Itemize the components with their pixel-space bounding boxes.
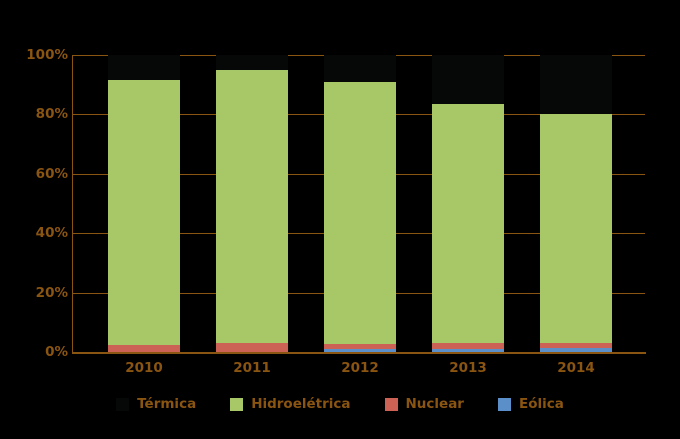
bar-segment [324,55,396,82]
bar-group-2012 [324,55,396,352]
bar-segment [540,348,612,352]
bar-segment [432,104,504,344]
bar-segment [216,343,288,352]
y-tick-label-100: 100% [26,47,68,63]
bar-stack[interactable] [432,55,504,352]
bar-segment [216,55,288,70]
x-axis-line [72,352,646,354]
bar-segment [540,343,612,349]
bar-segment [108,55,180,81]
x-tick-label-2012: 2012 [341,360,379,376]
bar-stack[interactable] [216,55,288,352]
bar-segment [108,80,180,345]
x-tick-label-2011: 2011 [233,360,271,376]
bar-group-2010 [108,55,180,352]
legend-label: Nuclear [405,396,464,412]
bar-stack[interactable] [324,55,396,352]
y-axis-line [72,55,73,353]
x-tick-label-2010: 2010 [125,360,163,376]
bar-segment [540,55,612,115]
legend-item-hidroeletrica[interactable]: Hidroelétrica [230,396,351,412]
bars-layer [72,55,645,352]
legend-item-nuclear[interactable]: Nuclear [384,396,464,412]
bar-segment [540,114,612,344]
x-tick-label-2013: 2013 [449,360,487,376]
chart-legend: Térmica Hidroelétrica Nuclear Eólica [0,396,680,412]
legend-label: Hidroelétrica [251,396,351,412]
y-tick-label-60: 60% [35,166,68,182]
legend-swatch-icon [230,398,244,412]
legend-swatch-icon [116,398,130,412]
bar-segment [432,55,504,105]
bar-segment [324,81,396,344]
y-tick-label-0: 0% [45,344,68,360]
bar-stack[interactable] [540,55,612,352]
legend-label: Eólica [518,396,564,412]
bar-segment [324,343,396,350]
bar-segment [432,343,504,349]
bar-segment [108,344,180,352]
bar-group-2013 [432,55,504,352]
legend-item-termica[interactable]: Térmica [116,396,197,412]
legend-label: Térmica [137,396,197,412]
bar-group-2011 [216,55,288,352]
y-tick-label-20: 20% [35,285,68,301]
bar-segment [432,348,504,352]
bar-segment [324,349,396,352]
legend-item-eolica[interactable]: Eólica [497,396,564,412]
x-tick-label-2014: 2014 [557,360,595,376]
y-tick-label-80: 80% [35,106,68,122]
y-tick-label-40: 40% [35,225,68,241]
bar-group-2014 [540,55,612,352]
bar-stack[interactable] [108,55,180,352]
bar-segment [216,69,288,344]
legend-swatch-icon [497,398,511,412]
legend-swatch-icon [384,398,398,412]
